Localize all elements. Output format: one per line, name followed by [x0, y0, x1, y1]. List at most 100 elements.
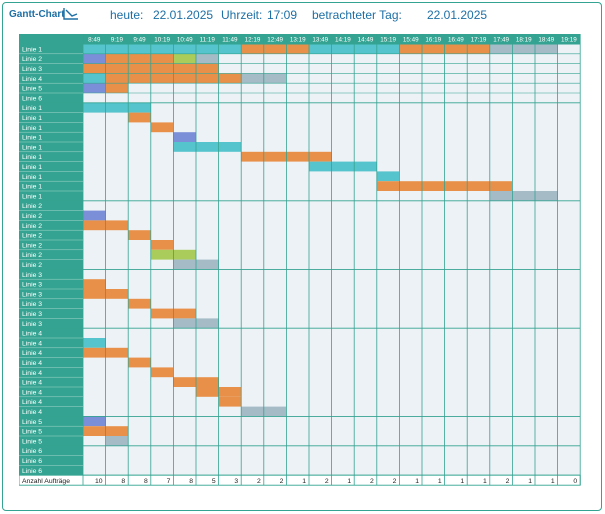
row-label: Linie 5 [22, 429, 42, 436]
app-title: Gantt-Chart [9, 9, 65, 20]
row-label: Linie 4 [22, 331, 42, 338]
gantt-bar[interactable] [83, 44, 242, 54]
row-label: Linie 3 [22, 321, 42, 328]
row-label: Linie 6 [22, 95, 42, 102]
time-header-label: 9:19 [111, 37, 124, 44]
gantt-bar[interactable] [173, 142, 242, 152]
gantt-bar[interactable] [173, 132, 196, 142]
gantt-bar[interactable] [83, 416, 106, 427]
time-header-label: 13:19 [290, 37, 306, 44]
time-header-label: 14:19 [335, 37, 351, 44]
row-label: Linie 3 [22, 66, 42, 73]
row-label: Linie 4 [22, 76, 42, 83]
row-label: Linie 5 [22, 86, 42, 93]
time-header-label: 16:19 [425, 37, 441, 44]
row-label: Linie 5 [22, 419, 42, 426]
gantt-bar[interactable] [128, 112, 151, 123]
gantt-bar[interactable] [376, 171, 400, 182]
row-label: Linie 2 [22, 252, 42, 259]
time-header-label: 12:49 [267, 37, 283, 44]
order-count: 1 [460, 478, 464, 485]
gantt-bar[interactable] [83, 338, 106, 348]
gantt-bar[interactable] [150, 367, 174, 378]
time-header-label: 14:49 [358, 37, 374, 44]
order-count: 1 [483, 478, 487, 485]
time-header-label: 19:19 [561, 37, 577, 44]
row-label: Linie 1 [22, 135, 42, 142]
row-label: Linie 1 [22, 115, 42, 122]
time-value: 17:09 [267, 8, 298, 22]
gantt-bar[interactable] [105, 83, 129, 93]
gantt-bar[interactable] [83, 53, 106, 64]
order-count: 1 [551, 478, 555, 485]
row-label: Linie 2 [22, 56, 42, 63]
row-label: Linie 4 [22, 380, 42, 387]
time-header-label: 16:49 [448, 37, 464, 44]
gantt-bar[interactable] [128, 298, 151, 309]
footer-label: Anzahl Aufträge [22, 478, 70, 485]
order-count: 1 [347, 478, 351, 485]
gantt-bar[interactable] [241, 44, 309, 54]
time-header-label: 11:49 [222, 37, 238, 44]
gantt-grid: 8:49 9:19 9:49 10:19 10:49 11:19 11:49 12:19 12:… [18, 34, 582, 492]
row-label: Linie 3 [22, 301, 42, 308]
gantt-bar[interactable] [150, 240, 174, 250]
order-count: 2 [257, 478, 261, 485]
gantt-bar[interactable] [218, 396, 242, 407]
time-header-label: 11:19 [200, 37, 216, 44]
order-count: 1 [415, 478, 419, 485]
gantt-bar[interactable] [105, 289, 129, 299]
gantt-bar[interactable] [128, 230, 151, 240]
gantt-bar[interactable] [309, 161, 377, 172]
gantt-bar[interactable] [83, 220, 106, 231]
row-label: Linie 1 [22, 144, 42, 151]
gantt-bar[interactable] [150, 122, 174, 133]
gantt-bar[interactable] [105, 53, 174, 64]
row-label: Linie 3 [22, 291, 42, 298]
row-label: Linie 1 [22, 184, 42, 191]
gantt-bar[interactable] [83, 83, 106, 93]
row-label: Linie 4 [22, 399, 42, 406]
gantt-bar[interactable] [83, 289, 106, 299]
time-header-label: 10:19 [154, 37, 170, 44]
order-count: 7 [167, 478, 171, 485]
gantt-bar[interactable] [105, 220, 129, 231]
gantt-bar[interactable] [83, 73, 106, 84]
chart-icon[interactable] [63, 7, 79, 20]
row-label: Linie 5 [22, 438, 42, 445]
gantt-bar[interactable] [196, 53, 219, 64]
order-count: 2 [393, 478, 397, 485]
gantt-chart: 8:49 9:19 9:49 10:19 10:49 11:19 11:49 12:19 12:… [18, 34, 581, 486]
today-label: heute: [110, 8, 144, 22]
row-label: Linie 2 [22, 242, 42, 249]
gantt-bar[interactable] [128, 357, 151, 368]
gantt-bar[interactable] [173, 53, 196, 64]
footer-row [18, 474, 581, 486]
row-label: Linie 1 [22, 154, 42, 161]
gantt-bar[interactable] [83, 210, 106, 221]
gantt-bar[interactable] [105, 436, 129, 446]
time-header-label: 17:49 [493, 37, 509, 44]
gantt-bar[interactable] [489, 191, 558, 201]
row-label: Linie 1 [22, 193, 42, 200]
row-label: Linie 1 [22, 46, 42, 53]
row-label: Linie 1 [22, 164, 42, 171]
gantt-bar[interactable] [489, 44, 558, 54]
row-label: Linie 3 [22, 282, 42, 289]
row-label: Linie 3 [22, 272, 42, 279]
row-label: Linie 2 [22, 213, 42, 220]
row-label: Linie 6 [22, 468, 42, 475]
time-header-label: 12:19 [245, 37, 261, 44]
row-label: Linie 2 [22, 223, 42, 230]
row-label: Linie 4 [22, 370, 42, 377]
order-count: 0 [573, 478, 577, 485]
gantt-bar[interactable] [83, 102, 151, 113]
viewed-day-value: 22.01.2025 [427, 8, 488, 22]
order-count: 2 [370, 478, 374, 485]
order-count: 2 [506, 478, 510, 485]
row-label: Linie 1 [22, 105, 42, 112]
order-count: 1 [528, 478, 532, 485]
order-count: 2 [280, 478, 284, 485]
gantt-bar[interactable] [83, 279, 106, 289]
time-label: Uhrzeit: [221, 8, 263, 22]
